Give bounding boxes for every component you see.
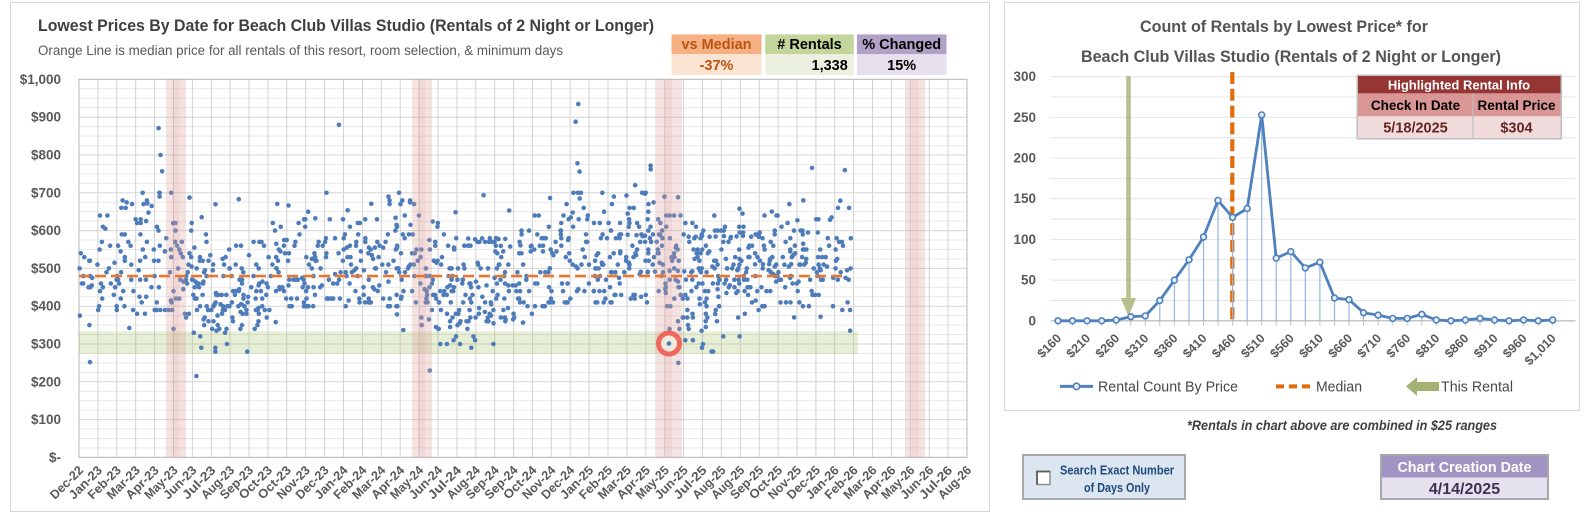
svg-text:Check In Date: Check In Date: [1371, 98, 1461, 113]
svg-text:$600: $600: [31, 223, 61, 238]
svg-text:0: 0: [1028, 313, 1036, 328]
svg-text:$200: $200: [31, 374, 61, 389]
svg-text:Orange Line is median price fo: Orange Line is median price for all rent…: [38, 43, 563, 58]
svg-text:vs Median: vs Median: [681, 37, 751, 53]
svg-text:Count of Rentals by Lowest Pri: Count of Rentals by Lowest Price* for: [1140, 17, 1428, 36]
svg-text:250: 250: [1013, 110, 1036, 125]
svg-text:$500: $500: [31, 261, 61, 276]
svg-text:$1,000: $1,000: [20, 72, 61, 87]
svg-text:200: 200: [1013, 151, 1036, 166]
svg-text:of Days Only: of Days Only: [1084, 481, 1150, 495]
svg-text:Lowest Prices By Date for Beac: Lowest Prices By Date for Beach Club Vil…: [38, 16, 654, 35]
svg-text:Rental Price: Rental Price: [1477, 98, 1556, 113]
svg-text:150: 150: [1013, 191, 1036, 206]
svg-text:$800: $800: [31, 148, 61, 163]
svg-text:Median: Median: [1316, 379, 1362, 396]
svg-text:$300: $300: [31, 337, 61, 352]
svg-text:300: 300: [1013, 69, 1036, 84]
svg-text:$700: $700: [31, 185, 61, 200]
svg-text:$100: $100: [31, 412, 61, 427]
svg-text:4/14/2025: 4/14/2025: [1429, 481, 1500, 498]
svg-text:5/18/2025: 5/18/2025: [1383, 121, 1448, 137]
svg-text:1,338: 1,338: [812, 58, 848, 74]
svg-text:$900: $900: [31, 110, 61, 125]
svg-text:50: 50: [1021, 273, 1036, 288]
svg-text:-37%: -37%: [700, 58, 734, 74]
svg-text:15%: 15%: [887, 58, 916, 74]
svg-text:% Changed: % Changed: [862, 37, 941, 53]
svg-text:# Rentals: # Rentals: [777, 37, 841, 53]
svg-text:*Rentals in chart above are co: *Rentals in chart above are combined in …: [1187, 417, 1497, 433]
svg-text:$400: $400: [31, 299, 61, 314]
svg-text:Search Exact Number: Search Exact Number: [1060, 464, 1174, 478]
svg-text:$-: $-: [49, 450, 61, 465]
svg-text:Highlighted Rental Info: Highlighted Rental Info: [1388, 78, 1530, 93]
svg-text:$304: $304: [1500, 121, 1532, 137]
svg-text:Chart Creation Date: Chart Creation Date: [1398, 460, 1532, 476]
svg-text:This Rental: This Rental: [1441, 379, 1513, 396]
svg-text:Beach Club Villas Studio (Rent: Beach Club Villas Studio (Rentals of 2 N…: [1081, 47, 1501, 66]
svg-text:100: 100: [1013, 232, 1036, 247]
svg-text:Rental Count By Price: Rental Count By Price: [1098, 379, 1238, 396]
